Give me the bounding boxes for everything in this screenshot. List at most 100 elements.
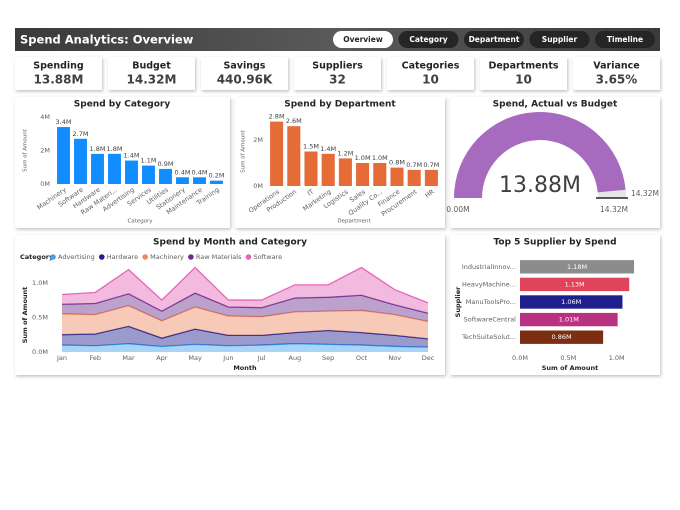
x-tick-label: Sep xyxy=(322,354,334,362)
data-label: 1.06M xyxy=(561,298,581,306)
kpi-card xyxy=(15,57,102,90)
data-label: 1.13M xyxy=(565,280,585,288)
bar xyxy=(108,153,121,184)
kpi-value: 14.32M xyxy=(127,73,177,87)
data-label: 2.8M xyxy=(269,113,285,121)
kpi-value: 10 xyxy=(515,73,532,87)
area-line xyxy=(61,292,429,314)
bar xyxy=(142,165,155,184)
tab[interactable] xyxy=(529,31,590,48)
y-axis-label: Sum of Amount xyxy=(21,287,29,344)
y-tick-label: 2M xyxy=(253,136,263,144)
x-tick-label: 1.0M xyxy=(609,354,625,362)
data-label: 1.01M xyxy=(559,316,579,324)
kpi-card xyxy=(480,57,567,90)
tab-label[interactable]: Timeline xyxy=(607,35,643,44)
data-label: 0.8M xyxy=(389,159,405,167)
tab[interactable] xyxy=(464,31,524,48)
bar xyxy=(193,177,206,184)
x-tick-label: Jul xyxy=(257,354,266,362)
bar xyxy=(356,163,370,186)
data-label: 1.4M xyxy=(124,152,140,160)
kpi-card xyxy=(573,57,660,90)
data-label: 1.5M xyxy=(303,143,319,151)
area xyxy=(62,267,428,314)
kpi-value: 3.65% xyxy=(596,73,638,87)
data-label: 0.9M xyxy=(158,160,174,168)
kpi-value: 440.96K xyxy=(217,73,273,87)
chart-title: Spend by Category xyxy=(74,100,171,110)
x-tick-label: Jan xyxy=(56,354,67,362)
y-tick-label: ManuToolsPro... xyxy=(466,298,516,306)
kpi-label: Variance xyxy=(593,61,639,72)
data-label: 0.7M xyxy=(423,161,439,169)
x-tick-label: 0.0M xyxy=(512,354,528,362)
x-tick-label: Aug xyxy=(289,354,302,362)
bar xyxy=(57,127,70,184)
panel xyxy=(15,235,445,375)
tab-label[interactable]: Department xyxy=(469,35,520,44)
bar xyxy=(520,330,604,344)
bar xyxy=(338,158,352,186)
y-axis-label: Sum of Amount xyxy=(241,129,247,173)
bar xyxy=(304,151,318,186)
tab[interactable] xyxy=(398,31,459,48)
gauge-target-label: 14.32M xyxy=(631,189,659,198)
y-tick-label: 0M xyxy=(40,180,50,188)
data-label: 3.4M xyxy=(56,118,72,126)
y-tick-label: IndustrialInnov... xyxy=(462,263,516,271)
area xyxy=(62,343,428,352)
y-axis-label: Supplier xyxy=(454,286,462,317)
data-label: 0.7M xyxy=(406,161,422,169)
data-label: 1.1M xyxy=(141,157,157,165)
panel xyxy=(15,97,230,228)
y-axis-label: Sum of Amount xyxy=(23,128,29,172)
x-axis-label: Department xyxy=(337,219,371,225)
data-label: 1.18M xyxy=(567,263,587,271)
chart-title: Top 5 Supplier by Spend xyxy=(493,238,616,248)
tab-label[interactable]: Supplier xyxy=(542,35,578,44)
legend-marker xyxy=(50,254,56,260)
kpi-card xyxy=(201,57,288,90)
gauge-value-label: 13.88M xyxy=(499,173,581,198)
x-axis-label: Sum of Amount xyxy=(542,364,599,372)
legend-marker xyxy=(188,254,194,260)
bar xyxy=(520,295,623,309)
bar xyxy=(520,312,618,327)
y-tick-label: 0.5M xyxy=(32,313,48,321)
area-line xyxy=(61,266,429,304)
y-tick-label: 1.0M xyxy=(32,279,48,287)
bar xyxy=(125,160,138,184)
bar xyxy=(176,177,189,184)
data-label: 2.6M xyxy=(286,117,302,125)
kpi-value: 32 xyxy=(329,73,346,87)
data-label: 1.2M xyxy=(337,149,353,157)
kpi-label: Budget xyxy=(132,61,171,72)
x-tick-label: 0.5M xyxy=(560,354,576,362)
legend-marker xyxy=(142,254,148,260)
chart-title: Spend by Month and Category xyxy=(153,238,307,248)
area-line xyxy=(61,304,429,323)
data-label: 2.7M xyxy=(73,130,89,138)
data-label: 0.2M xyxy=(209,172,225,180)
x-tick-label: Oct xyxy=(356,354,368,362)
bar xyxy=(520,277,630,292)
tab[interactable] xyxy=(595,31,655,48)
tab-label[interactable]: Overview xyxy=(343,35,383,44)
tabs: Overview Category Department Supplier Timeli… xyxy=(333,31,655,48)
gauge-min-label: 0.00M xyxy=(446,205,469,214)
legend-marker xyxy=(245,254,252,260)
tab-label[interactable]: Category xyxy=(409,35,447,44)
kpi-card xyxy=(387,57,474,90)
legend-label: Software xyxy=(253,253,282,261)
kpi-label: Suppliers xyxy=(312,61,363,72)
y-tick-label: 0M xyxy=(253,182,263,190)
y-tick-label: 4M xyxy=(40,113,50,121)
gauge-value xyxy=(454,112,626,198)
data-label: 0.4M xyxy=(192,168,208,176)
y-tick-label: TechSuiteSolut... xyxy=(461,333,516,341)
tab[interactable] xyxy=(333,31,393,48)
area-line xyxy=(61,325,429,340)
kpi-label: Savings xyxy=(224,61,266,72)
